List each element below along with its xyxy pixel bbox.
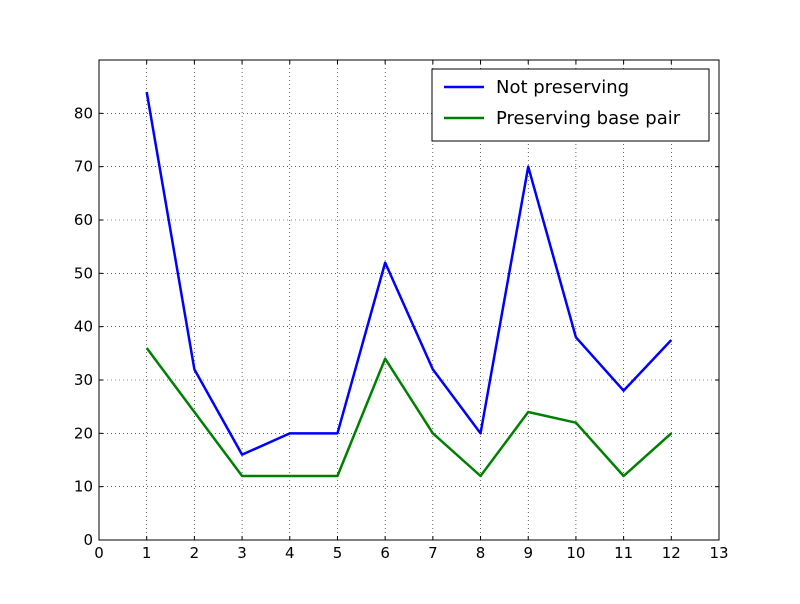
legend-label: Not preserving xyxy=(496,77,629,98)
y-tick-label: 80 xyxy=(74,104,93,122)
x-tick-label: 7 xyxy=(428,544,438,562)
y-tick-label: 30 xyxy=(74,371,93,389)
y-tick-label: 0 xyxy=(83,531,93,549)
legend: Not preserving Preserving base pair xyxy=(431,68,710,142)
legend-label: Preserving base pair xyxy=(496,108,681,129)
series-line-1 xyxy=(145,91,673,456)
y-tick-label: 40 xyxy=(74,318,93,336)
y-tick-label: 20 xyxy=(74,424,93,442)
y-tick-label: 10 xyxy=(74,478,93,496)
x-tick-label: 1 xyxy=(142,544,152,562)
y-tick-label: 50 xyxy=(74,264,93,282)
y-tick-label: 70 xyxy=(74,158,93,176)
x-tick-label: 0 xyxy=(94,544,104,562)
x-tick-label: 8 xyxy=(476,544,486,562)
x-tick-label: 10 xyxy=(566,544,585,562)
x-tick-label: 2 xyxy=(190,544,200,562)
series-line-2 xyxy=(145,347,673,478)
legend-box xyxy=(431,68,710,142)
y-tick-label: 60 xyxy=(74,211,93,229)
x-tick-label: 11 xyxy=(614,544,633,562)
x-tick-label: 9 xyxy=(523,544,533,562)
x-tick-label: 6 xyxy=(380,544,390,562)
x-tick-label: 12 xyxy=(662,544,681,562)
x-tick-label: 3 xyxy=(237,544,247,562)
plot-frame xyxy=(98,59,720,541)
series-lines xyxy=(145,91,673,478)
x-tick-label: 13 xyxy=(709,544,728,562)
x-tick-label: 4 xyxy=(285,544,295,562)
x-tick-label: 5 xyxy=(333,544,343,562)
